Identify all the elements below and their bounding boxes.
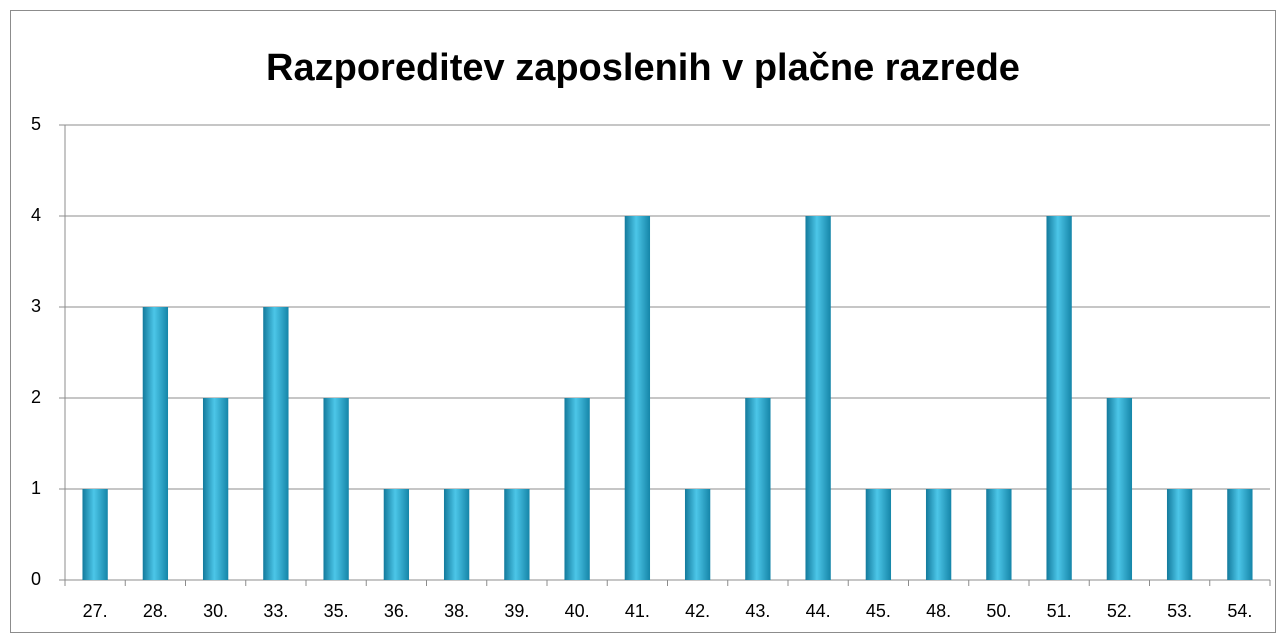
bar [624,216,651,580]
y-tick-label: 3 [31,296,41,316]
bar [805,216,831,580]
bar [1046,216,1072,580]
x-tick-label: 52. [1107,601,1132,621]
bar [684,489,711,580]
y-tick-label: 0 [31,569,41,589]
bar [925,489,952,580]
x-tick-label: 36. [384,601,409,621]
x-tick-label: 42. [685,601,710,621]
bar [383,489,410,580]
x-tick-label: 54. [1227,601,1252,621]
bar [82,489,108,580]
x-tick-label: 40. [565,601,590,621]
bar [443,489,470,580]
bar [1227,489,1253,580]
bar [142,307,169,580]
x-tick-label: 45. [866,601,891,621]
x-tick-label: 35. [324,601,349,621]
y-tick-label: 1 [31,478,41,498]
x-tick-label: 41. [625,601,650,621]
x-tick-label: 38. [444,601,469,621]
bar [564,398,590,580]
bar [263,307,289,580]
bar [1166,489,1193,580]
bar [202,398,229,580]
chart-title: Razporeditev zaposlenih v plačne razrede [266,47,1020,89]
x-tick-label: 43. [745,601,770,621]
y-tick-label: 5 [31,114,41,134]
x-tick-label: 30. [203,601,228,621]
bar [745,398,771,580]
bar [504,489,530,580]
x-tick-label: 28. [143,601,168,621]
bar [323,398,349,580]
bar [1106,398,1133,580]
y-tick-label: 2 [31,387,41,407]
x-tick-label: 44. [806,601,831,621]
bar [986,489,1012,580]
x-tick-label: 51. [1047,601,1072,621]
x-tick-label: 27. [83,601,108,621]
x-tick-label: 33. [263,601,288,621]
y-tick-label: 4 [31,205,41,225]
bar [865,489,892,580]
x-tick-label: 48. [926,601,951,621]
x-tick-label: 39. [504,601,529,621]
x-tick-label: 50. [986,601,1011,621]
x-tick-label: 53. [1167,601,1192,621]
